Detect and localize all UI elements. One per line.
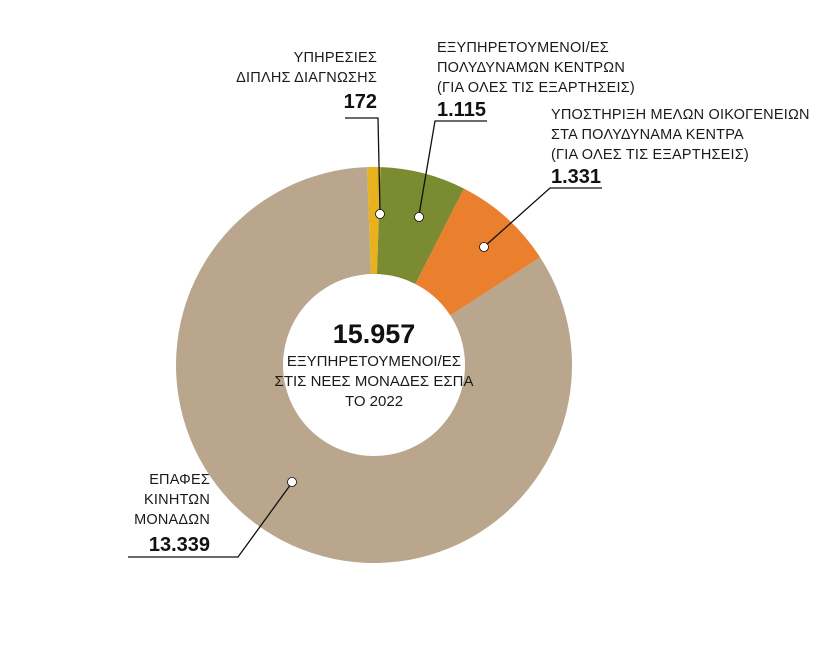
center-label-line-3: ΤΟ 2022: [345, 393, 403, 410]
slice-mobile-units: [176, 167, 573, 563]
center-label: 15.957 ΕΞΥΠΗΡΕΤΟΥΜΕΝΟΙ/ΕΣ ΣΤΙΣ ΝΕΕΣ ΜΟΝΑ…: [275, 319, 474, 410]
slice-label-dual-diagnosis-line-1: ΥΠΗΡΕΣΙΕΣ: [294, 50, 377, 66]
chart-slices: [176, 167, 573, 563]
slice-label-multi-centers-line-3: (ΓΙΑ ΟΛΕΣ ΤΙΣ ΕΞΑΡΤΗΣΕΙΣ): [437, 80, 635, 96]
slice-label-multi-centers-line-2: ΠΟΛΥΔΥΝΑΜΩΝ ΚΕΝΤΡΩΝ: [437, 60, 625, 76]
slice-value-mobile-units: 13.339: [149, 534, 210, 556]
slice-label-family-support-line-3: (ΓΙΑ ΟΛΕΣ ΤΙΣ ΕΞΑΡΤΗΣΕΙΣ): [551, 147, 749, 163]
callout-dual-diagnosis: ΥΠΗΡΕΣΙΕΣ ΔΙΠΛΗΣ ΔΙΑΓΝΩΣΗΣ 172: [236, 50, 385, 219]
callout-mobile-units: ΕΠΑΦΕΣ ΚΙΝΗΤΩΝ ΜΟΝΑΔΩΝ 13.339: [128, 472, 297, 558]
slice-label-family-support-line-1: ΥΠΟΣΤΗΡΙΞΗ ΜΕΛΩΝ ΟΙΚΟΓΕΝΕΙΩΝ: [551, 107, 810, 123]
slice-label-mobile-units-line-1: ΕΠΑΦΕΣ: [149, 472, 210, 488]
marker-dot-family-support: [479, 242, 489, 252]
leader-line-mobile-units: [128, 483, 292, 558]
slice-dual-diagnosis: [367, 167, 381, 275]
slice-label-mobile-units-line-2: ΚΙΝΗΤΩΝ: [144, 492, 210, 508]
marker-dot-dual-diagnosis: [375, 209, 385, 219]
center-label-line-2: ΣΤΙΣ ΝΕΕΣ ΜΟΝΑΔΕΣ ΕΣΠΑ: [275, 373, 474, 390]
slice-family-support: [415, 188, 541, 316]
slice-value-multi-centers: 1.115: [437, 99, 486, 121]
slice-label-family-support-line-2: ΣΤΑ ΠΟΛΥΔΥΝΑΜΑ ΚΕΝΤΡΑ: [551, 127, 744, 143]
center-total-value: 15.957: [333, 319, 416, 349]
slice-label-multi-centers-line-1: ΕΞΥΠΗΡΕΤΟΥΜΕΝΟΙ/ΕΣ: [437, 40, 609, 56]
slice-label-mobile-units-line-3: ΜΟΝΑΔΩΝ: [134, 512, 210, 528]
slice-label-dual-diagnosis-line-2: ΔΙΠΛΗΣ ΔΙΑΓΝΩΣΗΣ: [236, 70, 377, 86]
callout-family-support: ΥΠΟΣΤΗΡΙΞΗ ΜΕΛΩΝ ΟΙΚΟΓΕΝΕΙΩΝ ΣΤΑ ΠΟΛΥΔΥΝ…: [479, 107, 810, 252]
marker-dot-multi-centers: [414, 212, 424, 222]
leader-line-family-support: [484, 187, 602, 247]
slice-value-dual-diagnosis: 172: [344, 91, 377, 113]
center-label-line-1: ΕΞΥΠΗΡΕΤΟΥΜΕΝΟΙ/ΕΣ: [287, 353, 461, 370]
leader-line-dual-diagnosis: [345, 117, 381, 213]
slice-multi-centers: [376, 167, 464, 284]
leader-line-multi-centers: [418, 120, 487, 216]
marker-dot-mobile-units: [287, 477, 297, 487]
callout-multi-centers: ΕΞΥΠΗΡΕΤΟΥΜΕΝΟΙ/ΕΣ ΠΟΛΥΔΥΝΑΜΩΝ ΚΕΝΤΡΩΝ (…: [414, 40, 635, 222]
slice-value-family-support: 1.331: [551, 166, 601, 188]
